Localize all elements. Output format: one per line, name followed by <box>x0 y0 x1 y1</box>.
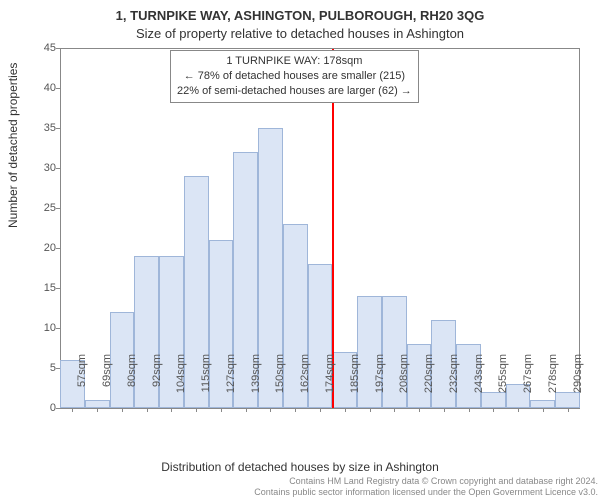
x-tick-label: 69sqm <box>101 354 113 414</box>
y-tick-label: 15 <box>16 282 56 294</box>
x-tick-label: 278sqm <box>547 354 559 414</box>
y-tick-mark <box>56 48 60 49</box>
x-tick-label: 208sqm <box>398 354 410 414</box>
x-tick-label: 92sqm <box>151 354 163 414</box>
y-tick-label: 30 <box>16 162 56 174</box>
y-tick-label: 10 <box>16 322 56 334</box>
y-tick-mark <box>56 88 60 89</box>
x-tick-label: 197sqm <box>374 354 386 414</box>
x-tick-label: 115sqm <box>200 354 212 414</box>
y-tick-label: 0 <box>16 402 56 414</box>
x-tick-mark <box>72 408 73 412</box>
x-tick-mark <box>122 408 123 412</box>
x-tick-label: 57sqm <box>76 354 88 414</box>
attribution-text: Contains HM Land Registry data © Crown c… <box>0 476 600 499</box>
x-tick-mark <box>469 408 470 412</box>
attribution-line-1: Contains HM Land Registry data © Crown c… <box>289 476 598 486</box>
x-tick-label: 80sqm <box>126 354 138 414</box>
chart-title-main: 1, TURNPIKE WAY, ASHINGTON, PULBOROUGH, … <box>0 8 600 23</box>
y-tick-mark <box>56 408 60 409</box>
x-tick-label: 232sqm <box>448 354 460 414</box>
y-tick-mark <box>56 288 60 289</box>
y-tick-label: 40 <box>16 82 56 94</box>
y-tick-label: 25 <box>16 202 56 214</box>
y-tick-label: 35 <box>16 122 56 134</box>
x-tick-label: 243sqm <box>473 354 485 414</box>
x-tick-mark <box>493 408 494 412</box>
x-tick-mark <box>568 408 569 412</box>
x-tick-label: 185sqm <box>349 354 361 414</box>
y-tick-mark <box>56 328 60 329</box>
y-tick-label: 20 <box>16 242 56 254</box>
attribution-line-2: Contains public sector information licen… <box>254 487 598 497</box>
x-tick-label: 127sqm <box>225 354 237 414</box>
y-tick-label: 5 <box>16 362 56 374</box>
chart-container: 1, TURNPIKE WAY, ASHINGTON, PULBOROUGH, … <box>0 0 600 500</box>
x-tick-mark <box>221 408 222 412</box>
x-tick-label: 104sqm <box>175 354 187 414</box>
y-tick-mark <box>56 208 60 209</box>
x-tick-mark <box>97 408 98 412</box>
x-tick-mark <box>270 408 271 412</box>
x-tick-mark <box>171 408 172 412</box>
x-tick-label: 220sqm <box>423 354 435 414</box>
x-tick-mark <box>394 408 395 412</box>
x-tick-mark <box>196 408 197 412</box>
x-axis-label: Distribution of detached houses by size … <box>0 460 600 474</box>
annotation-line: 1 TURNPIKE WAY: 178sqm <box>177 54 412 69</box>
x-tick-mark <box>295 408 296 412</box>
x-tick-label: 267sqm <box>522 354 534 414</box>
y-tick-label: 45 <box>16 42 56 54</box>
x-tick-mark <box>518 408 519 412</box>
x-tick-mark <box>345 408 346 412</box>
annotation-line: 22% of semi-detached houses are larger (… <box>177 84 412 99</box>
x-tick-mark <box>320 408 321 412</box>
x-tick-label: 150sqm <box>274 354 286 414</box>
y-tick-mark <box>56 128 60 129</box>
x-tick-label: 139sqm <box>250 354 262 414</box>
x-tick-mark <box>543 408 544 412</box>
annotation-box: 1 TURNPIKE WAY: 178sqm← 78% of detached … <box>170 50 419 103</box>
chart-title-sub: Size of property relative to detached ho… <box>0 26 600 41</box>
y-tick-mark <box>56 368 60 369</box>
x-tick-label: 255sqm <box>497 354 509 414</box>
x-tick-mark <box>444 408 445 412</box>
x-tick-mark <box>246 408 247 412</box>
y-tick-mark <box>56 248 60 249</box>
x-tick-mark <box>419 408 420 412</box>
x-tick-label: 162sqm <box>299 354 311 414</box>
y-tick-mark <box>56 168 60 169</box>
x-tick-label: 174sqm <box>324 354 336 414</box>
x-tick-label: 290sqm <box>572 354 584 414</box>
x-tick-mark <box>147 408 148 412</box>
annotation-line: ← 78% of detached houses are smaller (21… <box>177 69 412 84</box>
x-tick-mark <box>370 408 371 412</box>
